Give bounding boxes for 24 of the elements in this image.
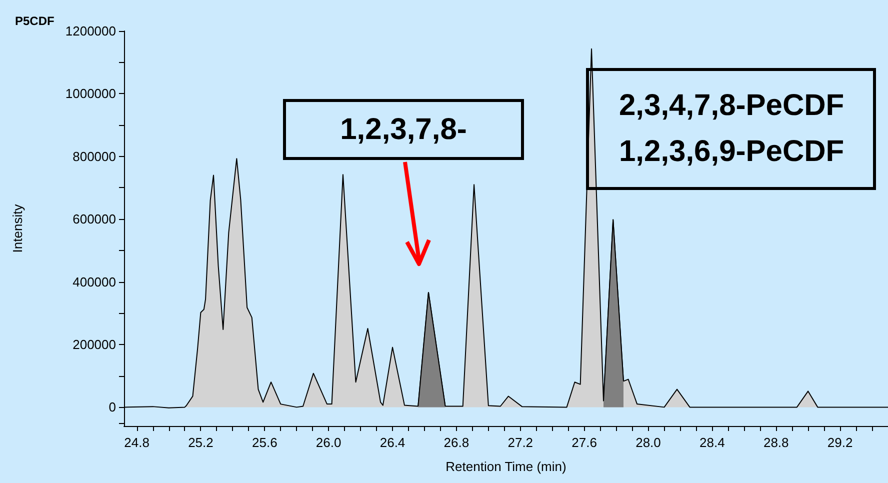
y-tick-label: 200000: [72, 336, 116, 352]
chart-title: P5CDF: [15, 14, 54, 28]
x-tick-label: 29.2: [827, 435, 853, 450]
annotation: 2,3,4,7,8-PeCDF 1,2,3,6,9-PeCDF: [619, 88, 846, 170]
x-tick-label: 27.2: [508, 435, 534, 450]
y-tick-label: 0: [108, 400, 116, 415]
x-tick-label: 26.8: [444, 435, 470, 450]
annotation: 1,2,3,7,8-: [339, 112, 468, 148]
y-tick-label: 1000000: [65, 86, 116, 102]
x-tick-label: 27.6: [572, 435, 597, 450]
x-tick-label: 26.4: [380, 435, 406, 450]
x-axis-title: Retention Time (min): [446, 459, 566, 474]
x-tick-label: 25.2: [188, 435, 214, 450]
y-tick-label: 800000: [72, 148, 116, 164]
x-tick-label: 28.8: [763, 435, 789, 450]
x-tick-label: 28.4: [700, 435, 725, 450]
y-tick-label: 1200000: [65, 24, 116, 38]
x-tick-label: 25.6: [252, 435, 278, 450]
y-tick-label: 600000: [72, 212, 116, 227]
y-tick-label: 400000: [72, 274, 116, 290]
x-tick-label: 26.0: [316, 435, 342, 450]
x-tick-label: 28.0: [636, 435, 661, 450]
x-tick-label: 24.8: [124, 435, 150, 450]
y-axis-title: Intensity: [10, 204, 25, 253]
